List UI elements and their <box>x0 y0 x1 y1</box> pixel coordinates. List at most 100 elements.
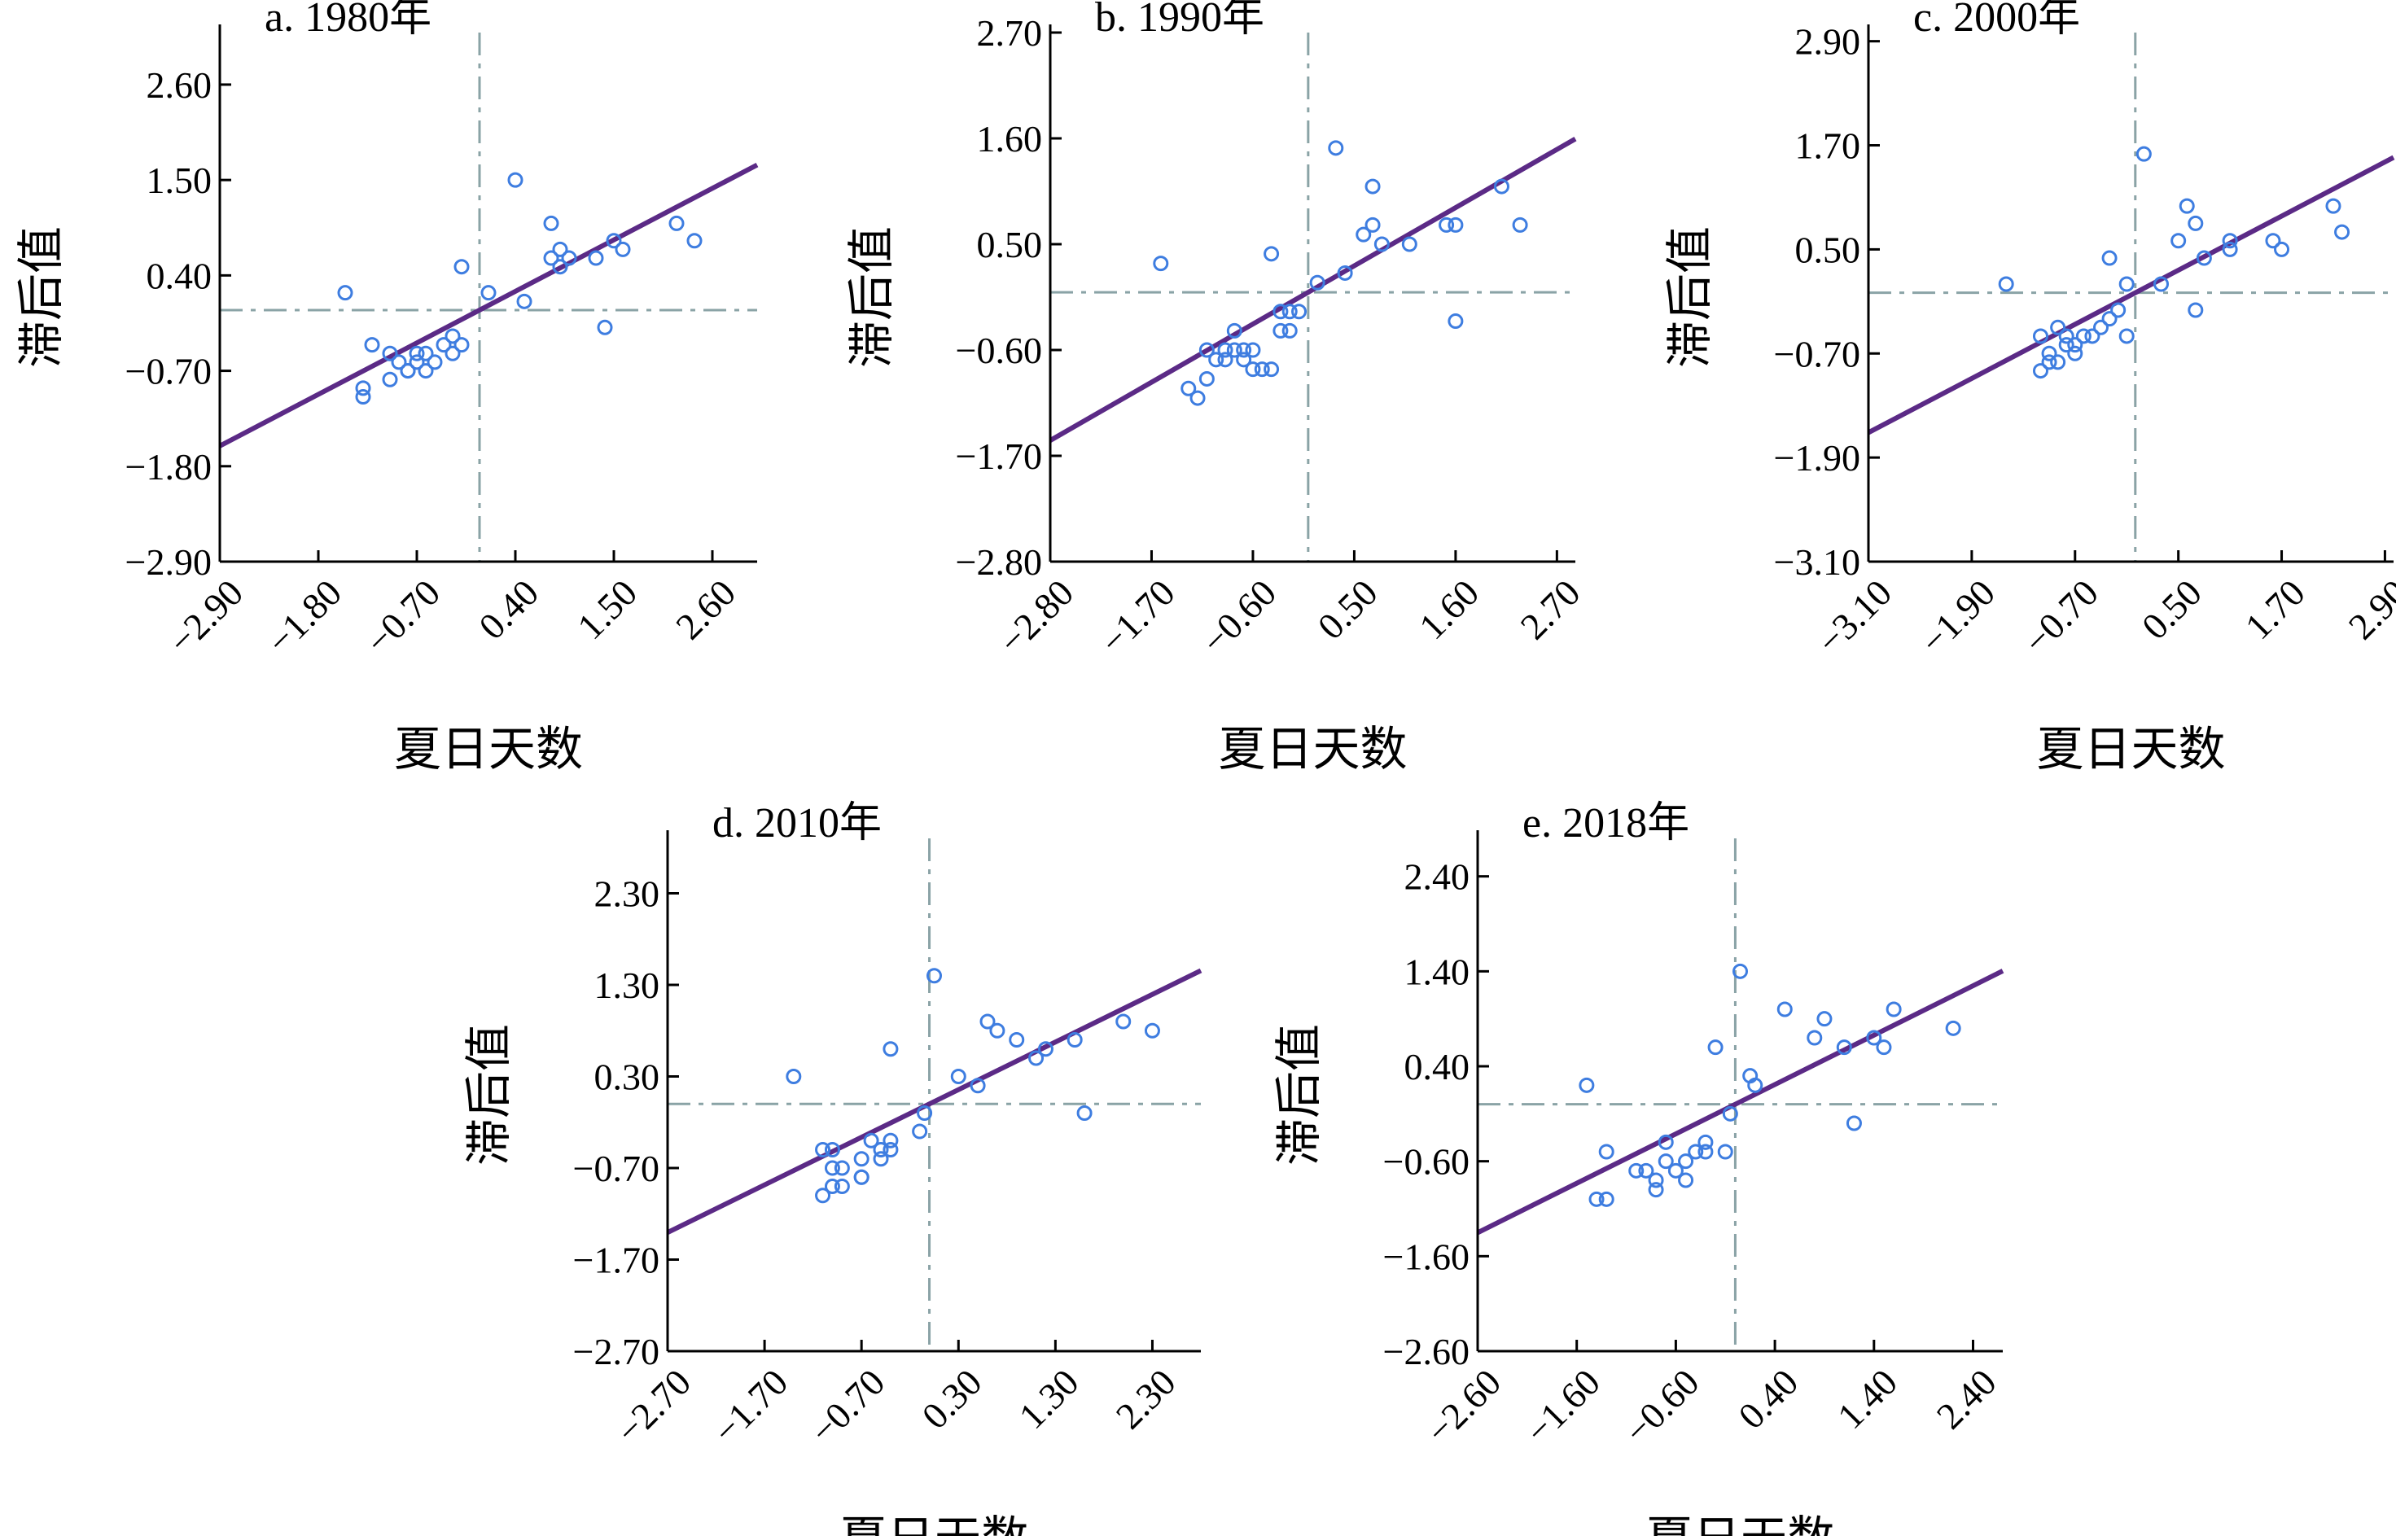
data-point <box>1945 1020 1961 1036</box>
data-point <box>1439 217 1455 233</box>
data-point <box>2101 311 2118 327</box>
data-point <box>1226 322 1242 339</box>
x-tick-label: −1.90 <box>1912 571 2003 662</box>
y-tick-label: −2.80 <box>956 541 1042 583</box>
data-point <box>834 1160 850 1176</box>
x-tick-label: 1.70 <box>2237 571 2313 647</box>
data-point <box>1337 265 1353 281</box>
x-tick-label: −1.70 <box>705 1361 795 1451</box>
data-point <box>1598 1191 1614 1207</box>
data-point <box>552 241 568 257</box>
data-point <box>1998 276 2014 292</box>
data-point <box>824 1142 840 1157</box>
regression-line <box>1867 155 2395 435</box>
y-tick-label: −1.60 <box>1383 1236 1470 1277</box>
data-point <box>2222 233 2238 249</box>
x-tick-label: 2.60 <box>668 571 743 647</box>
panel-title: a. 1980年 <box>265 0 431 41</box>
data-point <box>355 380 371 396</box>
data-point <box>1836 1039 1852 1056</box>
data-point <box>1180 380 1197 396</box>
panel-title: e. 2018年 <box>1522 800 1689 847</box>
x-tick-label: −2.70 <box>608 1361 699 1451</box>
x-tick-label: −3.10 <box>1809 571 1899 662</box>
x-tick-label: −2.60 <box>1418 1361 1509 1451</box>
x-tick-label: 1.30 <box>1011 1361 1087 1437</box>
y-axis-label: 滞后值 <box>1272 1024 1325 1166</box>
y-tick-label: −0.60 <box>1383 1141 1470 1183</box>
data-point <box>1697 1144 1714 1160</box>
x-tick-label: −1.80 <box>259 571 349 662</box>
x-tick-label: −1.60 <box>1518 1361 1608 1451</box>
y-tick-label: 1.70 <box>1795 125 1861 167</box>
y-tick-label: 2.60 <box>147 64 212 106</box>
data-point <box>382 345 398 361</box>
data-point <box>834 1179 850 1194</box>
data-point <box>1236 342 1252 358</box>
data-point <box>1448 217 1464 233</box>
panel-d: −2.70−1.70−0.700.301.302.30−2.70 −1.70 −0.… <box>462 800 1202 1540</box>
y-tick-label: −2.60 <box>1383 1331 1470 1372</box>
data-point <box>1309 274 1325 291</box>
y-tick-label: 1.40 <box>1404 951 1470 992</box>
data-point <box>1356 226 1372 243</box>
data-point <box>2135 146 2152 162</box>
data-point <box>1254 361 1270 378</box>
data-point <box>2265 233 2281 249</box>
data-point <box>1717 1144 1733 1160</box>
x-tick-label: −0.60 <box>1194 571 1284 662</box>
data-point <box>1512 217 1528 233</box>
y-tick-label: 0.40 <box>147 255 212 296</box>
x-tick-label: 0.50 <box>2134 571 2210 647</box>
data-point <box>1272 322 1289 339</box>
data-point <box>400 363 416 379</box>
data-point <box>1037 1041 1053 1057</box>
data-point <box>1876 1039 1892 1056</box>
data-point <box>1028 1050 1045 1066</box>
data-point <box>1886 1001 1902 1017</box>
data-point <box>355 389 371 405</box>
data-point <box>815 1188 831 1204</box>
data-point <box>1328 140 1344 156</box>
y-tick-label: 2.40 <box>1404 856 1470 898</box>
data-point <box>453 259 470 275</box>
data-point <box>1807 1030 1823 1046</box>
data-point <box>1707 1039 1724 1056</box>
data-point <box>1364 178 1381 195</box>
data-point <box>668 215 685 231</box>
data-point <box>873 1151 889 1167</box>
data-point <box>597 319 613 335</box>
data-point <box>543 250 559 266</box>
data-point <box>2325 198 2341 214</box>
data-point <box>1667 1162 1684 1179</box>
data-point <box>1198 342 1215 358</box>
x-tick-label: 2.70 <box>1513 571 1588 647</box>
data-point <box>883 1132 899 1148</box>
y-tick-label: −2.90 <box>125 541 212 583</box>
data-point <box>1401 236 1417 252</box>
data-point <box>1866 1030 1882 1046</box>
data-point <box>2092 319 2109 335</box>
data-point <box>2032 328 2048 344</box>
data-point <box>2118 276 2135 292</box>
data-point <box>1732 963 1748 979</box>
data-point <box>1493 178 1509 195</box>
panel-title: d. 2010年 <box>712 800 882 847</box>
data-point <box>786 1069 802 1084</box>
data-point <box>427 354 443 370</box>
y-tick-label: 2.90 <box>1795 21 1861 63</box>
data-point <box>824 1160 840 1176</box>
data-point <box>436 337 452 353</box>
data-point <box>2110 302 2127 318</box>
panel-a: −2.90−1.80−0.700.401.502.60−2.90 −1.80 −0.… <box>15 0 759 776</box>
data-point <box>1816 1011 1833 1027</box>
data-point <box>883 1041 899 1057</box>
data-point <box>853 1169 869 1185</box>
data-point <box>1281 322 1298 339</box>
data-point <box>2188 302 2204 318</box>
data-point <box>2153 276 2170 292</box>
data-point <box>979 1013 996 1030</box>
data-point <box>853 1151 869 1167</box>
